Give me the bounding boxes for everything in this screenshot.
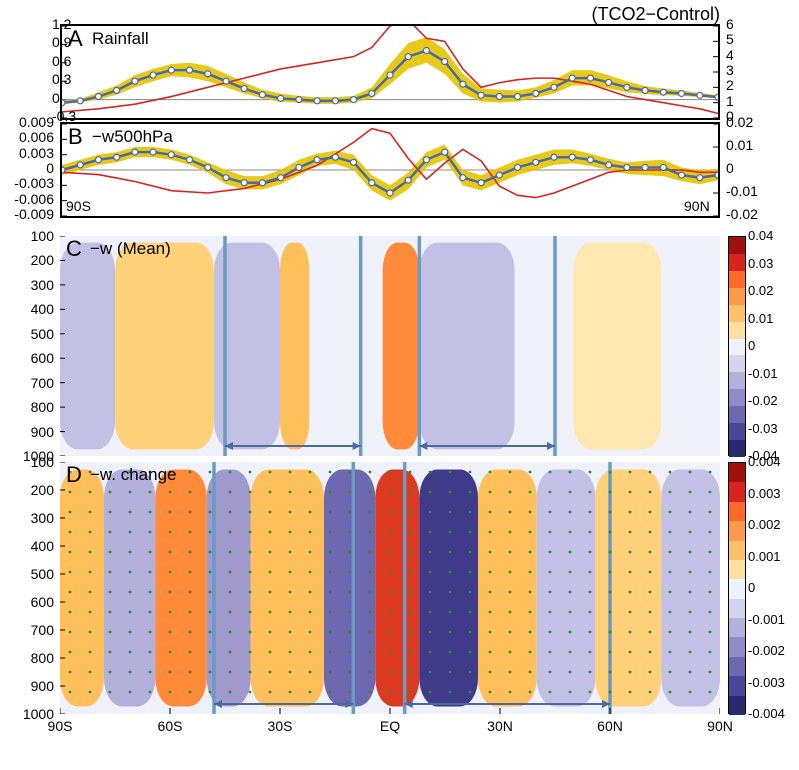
panel-b-right-tick: -0.01 [726,183,758,199]
pressure-tick: 600 [31,350,54,366]
panel-c: C −w (Mean) [60,236,720,456]
panel-b-left-tick: -0.006 [14,191,54,207]
colorbar-tick: -0.01 [748,366,778,381]
colorbar-tick: 0.04 [748,228,773,243]
colorbar-tick: -0.004 [748,706,785,721]
panel-d: D −w. change [60,462,720,714]
colorbar-tick: 0.002 [748,517,781,532]
colorbar-tick: -0.03 [748,421,778,436]
figure-title: (TCO2−Control) [591,4,720,25]
figure-page: (TCO2−Control) A Rainfall 90S 90N B −w500… [0,0,799,770]
panel-a-left-tick: 0.9 [52,34,54,50]
x-axis-tick: 30S [268,718,293,734]
panel-a-plot [62,26,718,118]
svg-text:90S: 90S [66,198,91,214]
pressure-tick: 800 [31,650,54,666]
colorbar-tick: -0.001 [748,612,785,627]
panel-b-left-tick: -0.009 [14,206,54,222]
panel-b-left-tick: 0.009 [19,114,54,130]
panel-a: A Rainfall [60,24,720,120]
pressure-tick: 700 [31,622,54,638]
colorbar-c [728,236,746,456]
panel-a-left-tick: 0.3 [52,71,54,87]
panel-b-right-tick: -0.02 [726,206,758,222]
colorbar-tick: 0.004 [748,454,781,469]
colorbar-tick: -0.002 [748,643,785,658]
colorbar-tick: 0.03 [748,256,773,271]
panel-a-name: Rainfall [92,29,149,49]
pressure-tick: 500 [31,326,54,342]
pressure-tick: 700 [31,375,54,391]
colorbar-tick: 0.001 [748,549,781,564]
panel-b-right-tick: 0.01 [726,137,753,153]
panel-a-right-tick: 2 [726,77,734,93]
pressure-tick: 900 [31,678,54,694]
panel-b-right-tick: 0 [726,160,734,176]
pressure-tick: 200 [31,252,54,268]
pressure-tick: 100 [31,228,54,244]
panel-b: 90S 90N B −w500hPa [60,122,720,218]
panel-a-left-tick: 0.6 [52,53,54,69]
x-axis-tick: 60N [597,718,623,734]
colorbar-tick: 0.003 [748,486,781,501]
panel-c-name: −w (Mean) [90,239,171,259]
panel-b-right-tick: 0.02 [726,114,753,130]
panel-a-right-tick: 5 [726,31,734,47]
colorbar-tick: 0.02 [748,283,773,298]
panel-a-right-tick: 6 [726,16,734,32]
panel-a-right-tick: 3 [726,62,734,78]
pressure-tick: 100 [31,454,54,470]
x-axis-tick: 60S [158,718,183,734]
x-axis-tick: 90N [707,718,733,734]
panel-d-letter: D [66,462,82,488]
colorbar-tick: 0.01 [748,311,773,326]
x-axis-tick: EQ [380,718,400,734]
x-axis-tick: 30N [487,718,513,734]
panel-b-name: −w500hPa [92,127,173,147]
panel-b-left-tick: 0.006 [19,129,54,145]
pressure-tick: 300 [31,277,54,293]
colorbar-tick: 0 [748,338,755,353]
panel-b-letter: B [68,124,83,150]
colorbar-tick: -0.003 [748,675,785,690]
pressure-tick: 900 [31,424,54,440]
colorbar-tick: 0 [748,580,755,595]
panel-c-letter: C [66,236,82,262]
panel-b-left-tick: -0.003 [14,175,54,191]
panel-b-left-tick: 0.003 [19,145,54,161]
panel-b-left-tick: 0 [46,160,54,176]
pressure-tick: 300 [31,510,54,526]
pressure-tick: 800 [31,399,54,415]
panel-a-left-tick: 0 [52,90,54,106]
pressure-tick: 200 [31,482,54,498]
svg-text:90N: 90N [684,198,710,214]
panel-a-left-tick: 1.2 [52,16,54,32]
pressure-tick: 500 [31,566,54,582]
pressure-tick: 400 [31,301,54,317]
colorbar-tick: -0.02 [748,393,778,408]
panel-d-name: −w. change [90,465,177,485]
pressure-tick: 600 [31,594,54,610]
colorbar-d [728,462,746,714]
panel-a-right-tick: 4 [726,47,734,63]
panel-a-right-tick: 1 [726,93,734,109]
panel-c-plot [60,236,720,456]
pressure-tick: 400 [31,538,54,554]
panel-d-plot [60,462,720,714]
x-axis-tick: 90S [48,718,73,734]
